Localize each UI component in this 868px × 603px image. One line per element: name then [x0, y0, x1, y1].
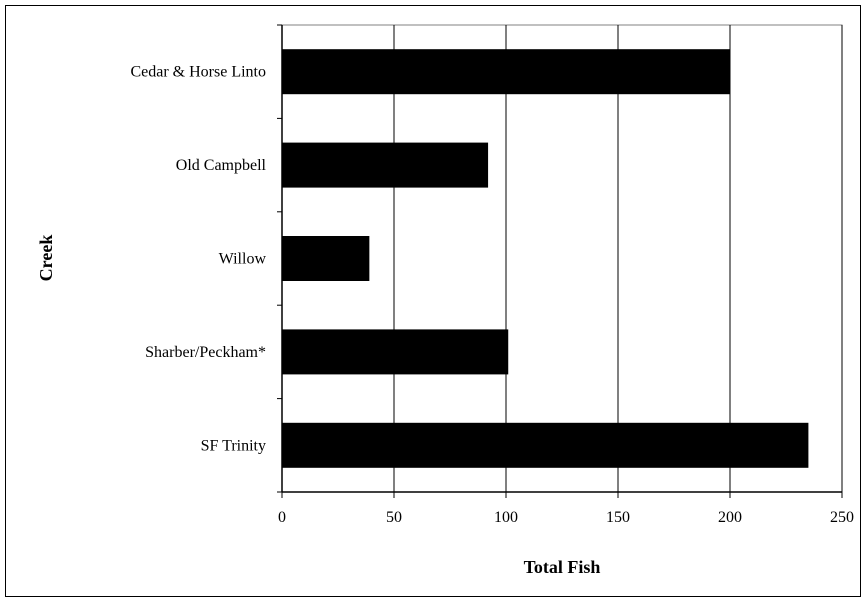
- axes: [281, 25, 842, 493]
- x-tick-label: 100: [494, 509, 518, 526]
- y-tick-label: Willow: [219, 251, 267, 268]
- x-tick-label: 200: [718, 509, 742, 526]
- bar: [282, 329, 509, 375]
- x-tick-label: 150: [606, 509, 630, 526]
- y-tick-label: Old Campbell: [176, 157, 267, 174]
- x-axis-ticks: [281, 492, 843, 498]
- bar: [282, 236, 370, 281]
- y-axis-title: Creek: [36, 235, 56, 282]
- bar: [282, 142, 489, 188]
- y-axis-ticks: [277, 24, 282, 493]
- x-axis-title: Total Fish: [524, 557, 601, 577]
- y-tick-label: Cedar & Horse Linto: [130, 64, 266, 81]
- y-tick-label: SF Trinity: [201, 437, 266, 454]
- y-tick-label: Sharber/Peckham*: [145, 344, 266, 361]
- x-axis-tick-labels: 0 50 100 150 200 250: [278, 509, 854, 526]
- bars: [282, 49, 809, 468]
- x-tick-label: 250: [830, 509, 854, 526]
- bar: [282, 49, 730, 95]
- bar: [282, 422, 809, 468]
- y-axis-tick-labels: Cedar & Horse Linto Old Campbell Willow Sha…: [130, 64, 266, 455]
- x-tick-label: 0: [278, 509, 286, 526]
- chart-frame: [5, 5, 861, 597]
- x-tick-label: 50: [386, 509, 402, 526]
- gridlines: [393, 25, 843, 492]
